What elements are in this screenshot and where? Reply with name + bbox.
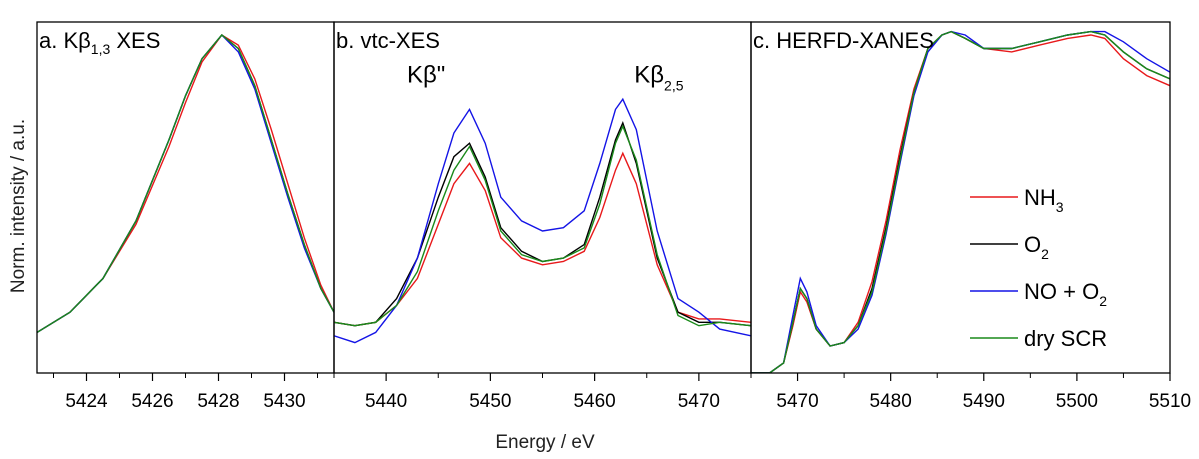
series-line-3 (334, 97, 751, 344)
panel-title: b. vtc-XES (336, 28, 440, 53)
series-line-2 (334, 120, 751, 327)
series-line-1 (334, 151, 751, 327)
series-line-4 (37, 34, 334, 333)
x-tick-label: 5500 (1056, 391, 1098, 412)
legend-label: dry SCR (1024, 326, 1107, 351)
panel-3: 5470 5480 5490 5500 5510 c. HERFD-XANES (750, 21, 1191, 412)
x-tick-label: 5490 (963, 391, 1005, 412)
peak-label: Kβ2,5 (634, 61, 683, 93)
peak-label: Kβ" (407, 61, 445, 88)
x-tick-label: 5440 (365, 391, 407, 412)
panels: 5424 5426 5428 5430 a. Kβ1,3 XES 5440 5450 5460… (36, 21, 1191, 412)
series-line-2 (37, 34, 334, 333)
legend-label: O2 (1024, 232, 1049, 262)
legend-label: NH3 (1024, 185, 1064, 215)
series-line-1 (37, 34, 334, 333)
legend-entry-1: NH3 (970, 185, 1064, 215)
x-tick-label: 5426 (131, 391, 173, 412)
series-line-3 (37, 33, 334, 333)
panel-title: a. Kβ1,3 XES (39, 28, 160, 57)
series-group (751, 30, 1170, 373)
series-line-1 (751, 30, 1170, 373)
panel-title: c. HERFD-XANES (753, 28, 934, 53)
legend-entry-3: NO + O2 (970, 279, 1107, 309)
series-line-4 (334, 124, 751, 327)
legend-label: NO + O2 (1024, 279, 1107, 309)
x-tick-label: 5480 (870, 391, 912, 412)
x-tick-label: 5510 (1149, 391, 1191, 412)
legend: NH3 O2 NO + O2 dry SCR (970, 185, 1107, 351)
legend-entry-4: dry SCR (970, 326, 1107, 351)
panel-1: 5424 5426 5428 5430 a. Kβ1,3 XES (36, 21, 335, 412)
x-axis-title: Energy / eV (495, 432, 595, 453)
y-axis-title: Norm. intensity / a.u. (8, 119, 29, 293)
x-tick-label: 5428 (197, 391, 239, 412)
x-tick-label: 5460 (573, 391, 615, 412)
x-tick-label: 5450 (469, 391, 511, 412)
series-group (37, 33, 334, 333)
x-tick-label: 5470 (776, 391, 818, 412)
legend-entry-2: O2 (970, 232, 1049, 262)
panel-2: 5440 5450 5460 5470 b. vtc-XES Kβ" Kβ2,5 (333, 21, 752, 412)
x-tick-label: 5470 (678, 391, 720, 412)
x-tick-label: 5430 (263, 391, 305, 412)
series-line-4 (751, 30, 1170, 373)
series-group (334, 97, 751, 344)
panel-frame (750, 21, 1171, 374)
x-tick-label: 5424 (65, 391, 108, 412)
